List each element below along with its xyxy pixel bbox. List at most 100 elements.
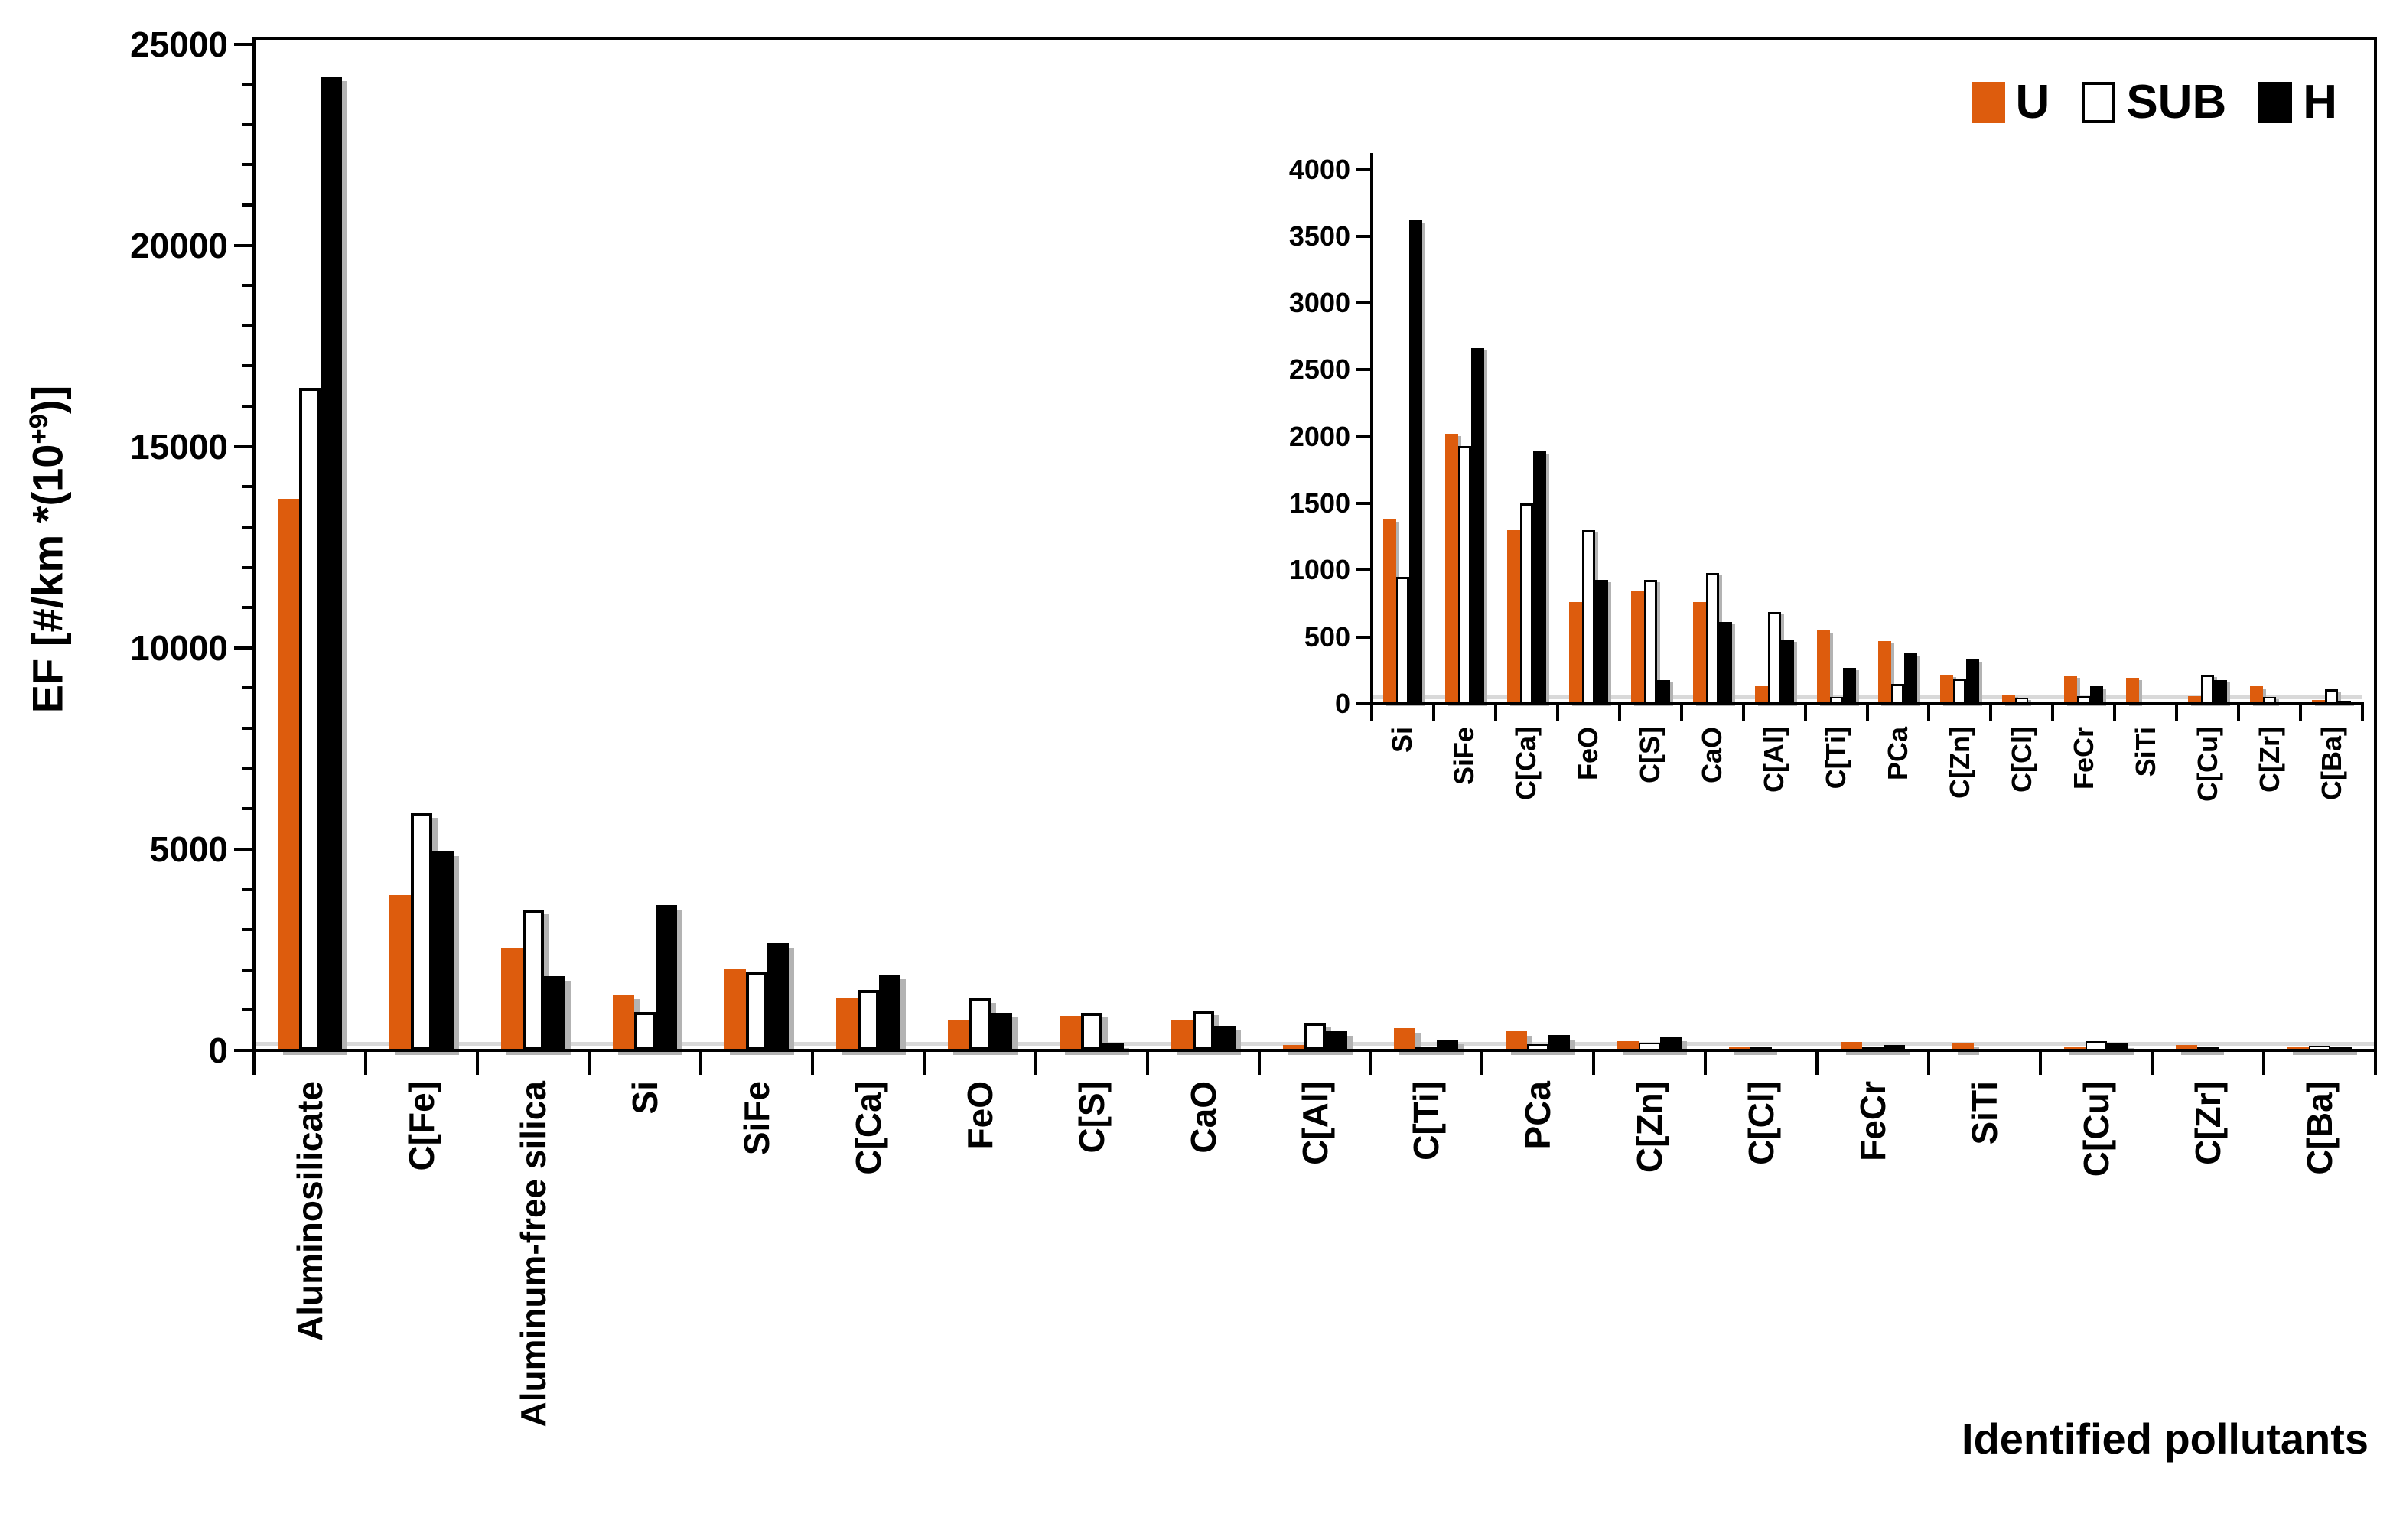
main-ytick-label: 20000 bbox=[130, 225, 228, 265]
legend-label-H: H bbox=[2303, 76, 2337, 129]
inset-category-label: FeCr bbox=[2067, 727, 2099, 790]
inset-ytick-label: 500 bbox=[1304, 620, 1350, 653]
inset-category-label: C[Zn] bbox=[1944, 727, 1976, 799]
main-bar-U-FeO bbox=[947, 1020, 969, 1050]
main-ytick-major bbox=[234, 243, 254, 247]
main-ytick-minor bbox=[242, 122, 254, 126]
main-xtick bbox=[1369, 1050, 1372, 1075]
inset-category-label: C[Ti] bbox=[1820, 727, 1852, 790]
inset-bar-U-C[Ca] bbox=[1506, 530, 1520, 704]
main-category-label: Aluminum-free silica bbox=[513, 1081, 553, 1428]
inset-bar-SUB-PCa bbox=[1891, 684, 1905, 704]
main-bar-U-C[Zr] bbox=[2176, 1045, 2198, 1050]
inset-category-label: C[Ca] bbox=[1510, 727, 1542, 800]
inset-bar-H-C[Cu] bbox=[2214, 680, 2228, 704]
inset-ytick-label: 0 bbox=[1334, 688, 1350, 719]
main-ytick-minor bbox=[242, 485, 254, 489]
main-bar-U-Si bbox=[612, 995, 634, 1050]
inset-ytick-label: 3000 bbox=[1288, 287, 1350, 319]
main-bar-H-Si bbox=[655, 905, 677, 1050]
legend: U SUB H bbox=[1971, 75, 2337, 129]
main-category-label: SiFe bbox=[736, 1081, 777, 1156]
main-bar-SUB-Aluminosilicate bbox=[298, 388, 321, 1050]
main-bar-U-C[Ca] bbox=[835, 998, 858, 1050]
inset-ytick-major bbox=[1356, 301, 1372, 305]
inset-bar-U-FeCr bbox=[2064, 676, 2078, 704]
main-ytick-minor bbox=[242, 727, 254, 731]
legend-swatch-U bbox=[1971, 81, 2005, 123]
main-bar-U-C[Ti] bbox=[1394, 1028, 1416, 1050]
main-xtick bbox=[1704, 1050, 1708, 1075]
inset-bar-H-SiFe bbox=[1470, 348, 1484, 704]
y-axis-title-prefix: EF [#/km *(10 bbox=[23, 444, 72, 714]
inset-bar-U-CaO bbox=[1692, 602, 1706, 704]
main-bar-U-SiTi bbox=[1952, 1043, 1975, 1050]
main-xtick bbox=[363, 1050, 367, 1075]
inset-bar-SUB-C[Cu] bbox=[2201, 675, 2215, 704]
inset-ytick-label: 3500 bbox=[1288, 220, 1350, 252]
inset-bar-U-SiTi bbox=[2126, 678, 2140, 704]
main-ytick-minor bbox=[242, 565, 254, 569]
main-xtick bbox=[252, 1050, 256, 1075]
main-bar-U-C[Al] bbox=[1282, 1045, 1304, 1050]
main-category-label: C[Cl] bbox=[1741, 1081, 1782, 1165]
main-xtick bbox=[1927, 1050, 1931, 1075]
main-ytick-minor bbox=[242, 887, 254, 891]
main-xtick bbox=[1480, 1050, 1484, 1075]
legend-item-U: U bbox=[1971, 75, 2050, 129]
inset-xtick bbox=[2237, 704, 2241, 721]
main-bar-H-CaO bbox=[1213, 1026, 1236, 1050]
main-ytick-minor bbox=[242, 83, 254, 86]
inset-xtick bbox=[2113, 704, 2117, 721]
legend-item-SUB: SUB bbox=[2082, 75, 2226, 129]
main-ytick-minor bbox=[242, 203, 254, 207]
main-category-label: FeCr bbox=[1853, 1081, 1893, 1161]
inset-ytick-label: 1500 bbox=[1288, 487, 1350, 519]
main-bar-U-CaO bbox=[1171, 1020, 1193, 1050]
main-frame-top bbox=[252, 37, 2377, 40]
main-bar-U-Aluminosilicate bbox=[277, 499, 299, 1050]
inset-ytick-major bbox=[1356, 435, 1372, 438]
inset-bar-U-C[Cl] bbox=[2002, 695, 2016, 704]
inset-bar-SUB-CaO bbox=[1705, 573, 1719, 704]
main-bar-U-FeCr bbox=[1841, 1042, 1863, 1050]
main-bar-H-PCa bbox=[1548, 1035, 1571, 1050]
main-ytick-minor bbox=[242, 284, 254, 288]
inset-category-label: C[Zr] bbox=[2253, 727, 2285, 793]
inset-category-label: FeO bbox=[1572, 727, 1604, 781]
main-xtick bbox=[1592, 1050, 1596, 1075]
inset-xtick bbox=[1555, 704, 1559, 721]
main-bar-H-C[Ca] bbox=[878, 975, 900, 1050]
inset-category-label: C[Cu] bbox=[2191, 727, 2223, 802]
inset-ytick-label: 2000 bbox=[1288, 420, 1350, 452]
main-bar-SUB-FeO bbox=[969, 998, 991, 1050]
inset-bar-SUB-C[Ca] bbox=[1519, 503, 1533, 704]
inset-bar-H-C[Al] bbox=[1780, 640, 1794, 704]
main-category-label: Si bbox=[624, 1081, 665, 1115]
inset-bar-U-C[Al] bbox=[1754, 686, 1768, 704]
inset-ytick-label: 4000 bbox=[1288, 153, 1350, 185]
inset-ytick-major bbox=[1356, 368, 1372, 372]
main-bar-H-FeO bbox=[990, 1013, 1012, 1050]
main-ytick-minor bbox=[242, 807, 254, 811]
inset-bar-U-SiFe bbox=[1444, 434, 1458, 704]
main-bar-H-C[Cu] bbox=[2107, 1043, 2129, 1050]
main-ytick-label: 0 bbox=[208, 1030, 228, 1070]
inset-category-label: C[Al] bbox=[1758, 727, 1790, 793]
legend-swatch-H bbox=[2258, 81, 2293, 123]
main-xtick bbox=[1815, 1050, 1819, 1075]
main-bar-SUB-Aluminum-free silica bbox=[522, 910, 544, 1050]
main-xtick bbox=[475, 1050, 479, 1075]
inset-ytick-major bbox=[1356, 702, 1372, 705]
inset-bar-SUB-C[Al] bbox=[1767, 612, 1781, 704]
inset-bar-H-PCa bbox=[1904, 653, 1918, 704]
main-ytick-major bbox=[234, 847, 254, 851]
inset-xtick bbox=[1431, 704, 1435, 721]
main-bar-H-FeCr bbox=[1884, 1045, 1906, 1050]
main-bar-SUB-C[Al] bbox=[1304, 1023, 1326, 1050]
main-ytick-label: 10000 bbox=[130, 627, 228, 668]
main-ytick-minor bbox=[242, 968, 254, 972]
inset-bar-U-C[Ti] bbox=[1816, 630, 1830, 704]
main-bar-H-C[S] bbox=[1102, 1043, 1124, 1050]
main-xtick bbox=[810, 1050, 814, 1075]
